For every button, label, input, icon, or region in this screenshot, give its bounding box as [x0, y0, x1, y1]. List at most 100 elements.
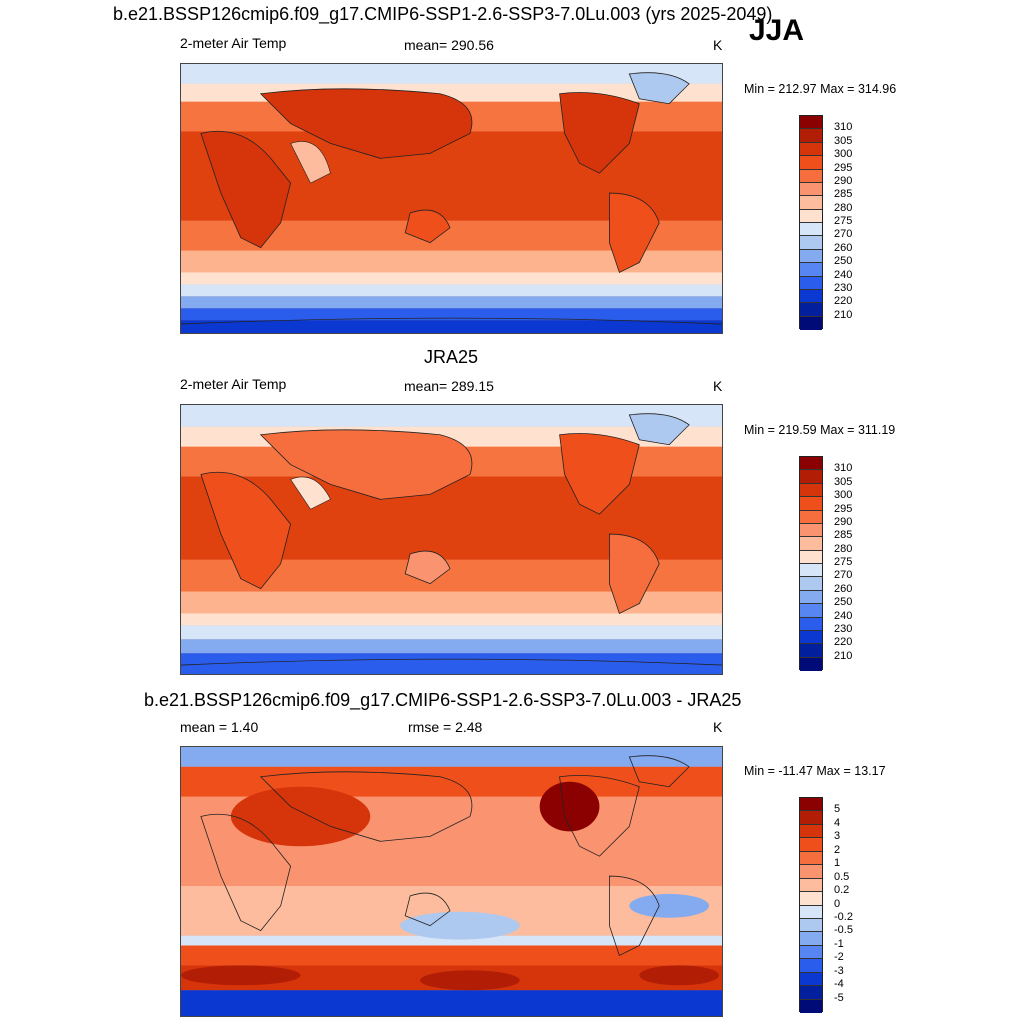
colorbar-swatch — [800, 851, 822, 866]
difference-map — [181, 747, 722, 1016]
panel3-mean: mean = 1.40 — [180, 719, 259, 735]
colorbar-swatch — [800, 959, 822, 973]
colorbar-tick-label: 210 — [834, 649, 853, 662]
colorbar-tick-label: 310 — [834, 121, 853, 134]
panel1-mean: mean= 290.56 — [404, 37, 494, 53]
colorbar-tick-label: 275 — [834, 215, 853, 227]
colorbar-tick-label: 270 — [834, 569, 853, 582]
panel1-minmax: Min = 212.97 Max = 314.96 — [744, 82, 897, 96]
colorbar-tick-label: 295 — [834, 161, 853, 174]
colorbar-swatch — [800, 249, 822, 264]
colorbar-swatch — [800, 289, 822, 304]
panel3-colorbar — [799, 797, 823, 1013]
colorbar-swatch — [800, 878, 822, 893]
colorbar-swatch — [800, 932, 822, 946]
colorbar-tick-label: 305 — [834, 134, 853, 147]
colorbar-tick-label: 5 — [834, 803, 841, 816]
panel1-map — [180, 63, 723, 334]
colorbar-swatch — [800, 564, 822, 578]
colorbar-swatch — [800, 630, 822, 645]
colorbar-swatch — [800, 999, 822, 1013]
colorbar-swatch — [800, 523, 822, 538]
panel1-units: K — [713, 37, 723, 53]
colorbar-swatch — [800, 905, 822, 919]
colorbar-tick-label: -5 — [834, 991, 844, 1004]
colorbar-tick-label: -2 — [834, 951, 844, 964]
colorbar-swatch — [800, 838, 822, 852]
figure-title: b.e21.BSSP126cmip6.f09_g17.CMIP6-SSP1-2.… — [113, 4, 773, 24]
panel3-title: b.e21.BSSP126cmip6.f09_g17.CMIP6-SSP1-2.… — [144, 690, 742, 710]
colorbar-swatch — [800, 316, 822, 330]
colorbar-tick-label: 280 — [834, 542, 853, 555]
panel2-colorbar — [799, 456, 823, 671]
colorbar-swatch — [800, 590, 822, 605]
panel2-mean: mean= 289.15 — [404, 378, 494, 394]
colorbar-tick-label: 260 — [834, 582, 853, 595]
colorbar-swatch — [800, 918, 822, 933]
colorbar-tick-label: 285 — [834, 188, 853, 201]
colorbar-tick-label: 250 — [834, 255, 853, 268]
colorbar-tick-label: 240 — [834, 609, 853, 622]
colorbar-swatch — [800, 116, 822, 130]
colorbar-swatch — [800, 972, 822, 987]
colorbar-swatch — [800, 945, 822, 960]
colorbar-tick-label: 285 — [834, 529, 853, 542]
colorbar-swatch — [800, 236, 822, 250]
colorbar-swatch — [800, 986, 822, 1000]
colorbar-tick-label: 230 — [834, 281, 853, 294]
colorbar-swatch — [800, 303, 822, 317]
colorbar-swatch — [800, 209, 822, 223]
colorbar-swatch — [800, 811, 822, 825]
colorbar-tick-label: 270 — [834, 228, 853, 241]
colorbar-tick-label: 230 — [834, 622, 853, 635]
panel3-minmax: Min = -11.47 Max = 13.17 — [744, 764, 886, 778]
colorbar-swatch — [800, 470, 822, 484]
colorbar-swatch — [800, 892, 822, 906]
colorbar-tick-label: 1 — [834, 857, 841, 870]
panel2-units: K — [713, 378, 723, 394]
colorbar-swatch — [800, 617, 822, 631]
season-label: JJA — [749, 14, 805, 47]
panel2-map — [180, 404, 723, 675]
colorbar-tick-label: 3 — [834, 830, 841, 843]
colorbar-swatch — [800, 182, 822, 197]
colorbar-swatch — [800, 169, 822, 183]
colorbar-tick-label: 260 — [834, 241, 853, 254]
colorbar-tick-label: 210 — [834, 308, 853, 321]
colorbar-swatch — [800, 129, 822, 143]
colorbar-tick-label: 0 — [834, 897, 841, 910]
colorbar-swatch — [800, 223, 822, 237]
panel3-rmse: rmse = 2.48 — [408, 719, 483, 735]
colorbar-swatch — [800, 263, 822, 277]
colorbar-tick-label: 220 — [834, 295, 853, 308]
colorbar-tick-label: 0.5 — [834, 870, 850, 883]
colorbar-swatch — [800, 604, 822, 618]
panel3-map — [180, 746, 723, 1017]
panel1-variable: 2-meter Air Temp — [180, 35, 287, 51]
colorbar-tick-label: -3 — [834, 964, 844, 977]
colorbar-swatch — [800, 483, 822, 498]
panel2-title: JRA25 — [424, 347, 479, 367]
colorbar-swatch — [800, 865, 822, 879]
panel2-minmax: Min = 219.59 Max = 311.19 — [744, 423, 896, 437]
colorbar-swatch — [800, 276, 822, 290]
colorbar-tick-label: 0.2 — [834, 884, 850, 897]
colorbar-tick-label: 220 — [834, 636, 853, 649]
colorbar-tick-label: 2 — [834, 843, 841, 856]
colorbar-swatch — [800, 657, 822, 671]
colorbar-tick-label: 275 — [834, 556, 853, 568]
colorbar-tick-label: 290 — [834, 174, 853, 187]
colorbar-swatch — [800, 644, 822, 658]
colorbar-swatch — [800, 550, 822, 564]
colorbar-tick-label: 280 — [834, 201, 853, 214]
colorbar-swatch — [800, 457, 822, 471]
colorbar-tick-label: -1 — [834, 937, 844, 950]
colorbar-swatch — [800, 824, 822, 839]
colorbar-swatch — [800, 196, 822, 210]
panel1-colorbar — [799, 115, 823, 330]
temperature-map-model — [181, 64, 722, 333]
colorbar-tick-label: 310 — [834, 462, 853, 475]
colorbar-tick-label: -0.2 — [834, 910, 853, 923]
colorbar-swatch — [800, 497, 822, 511]
colorbar-swatch — [800, 798, 822, 812]
